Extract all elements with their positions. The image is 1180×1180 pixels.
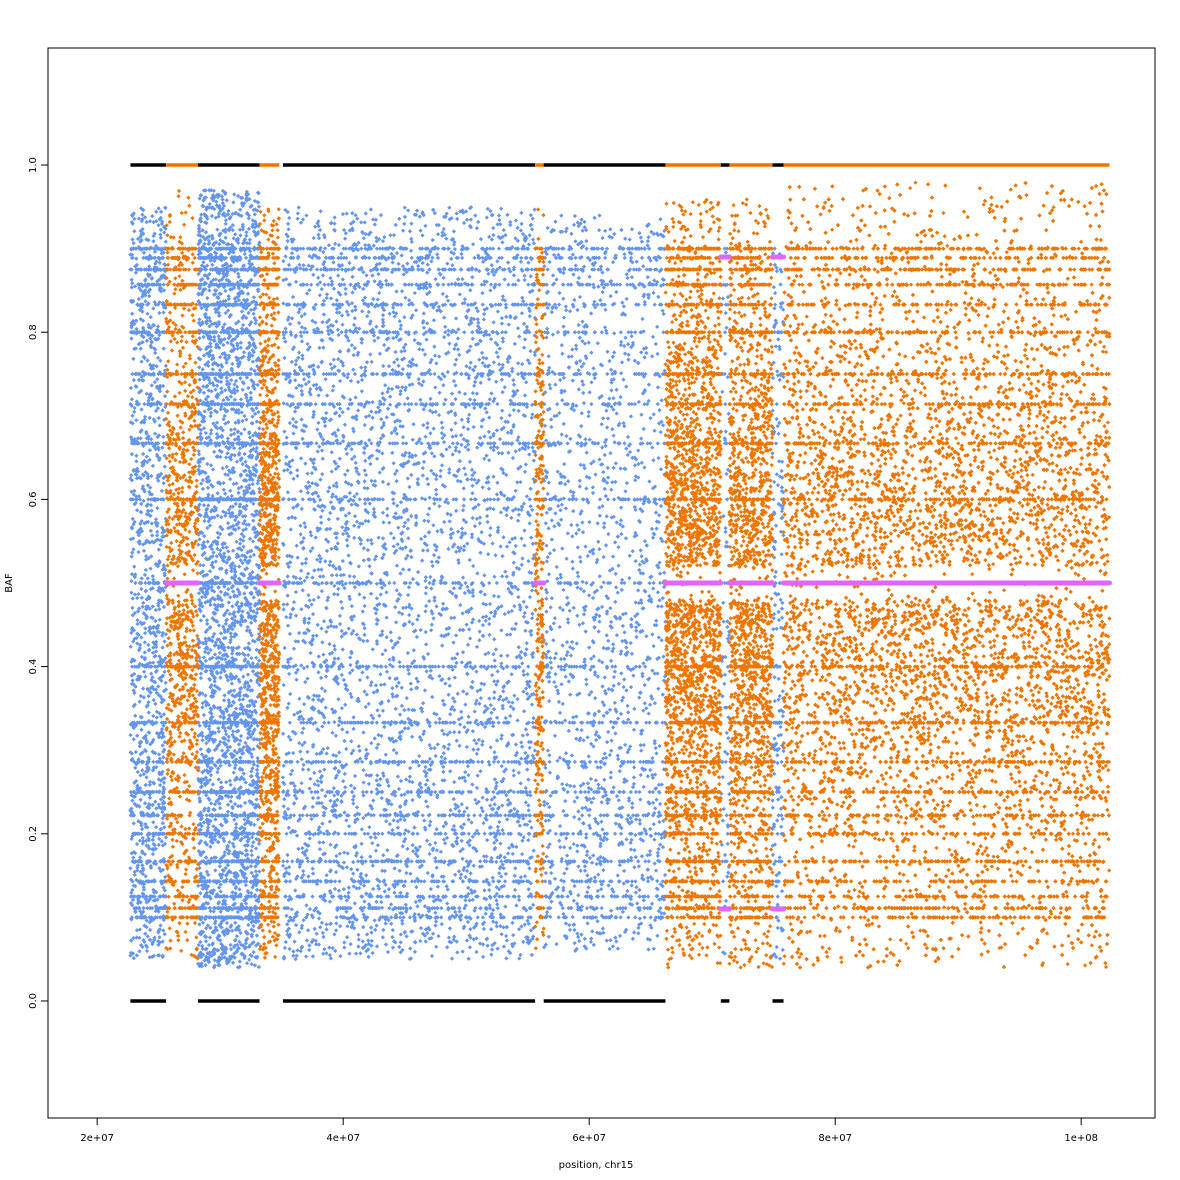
baf-scatter-chart: 2e+07 4e+07 6e+07 8e+07 1e+08 0.00.20.40.60.…: [0, 0, 1180, 1180]
